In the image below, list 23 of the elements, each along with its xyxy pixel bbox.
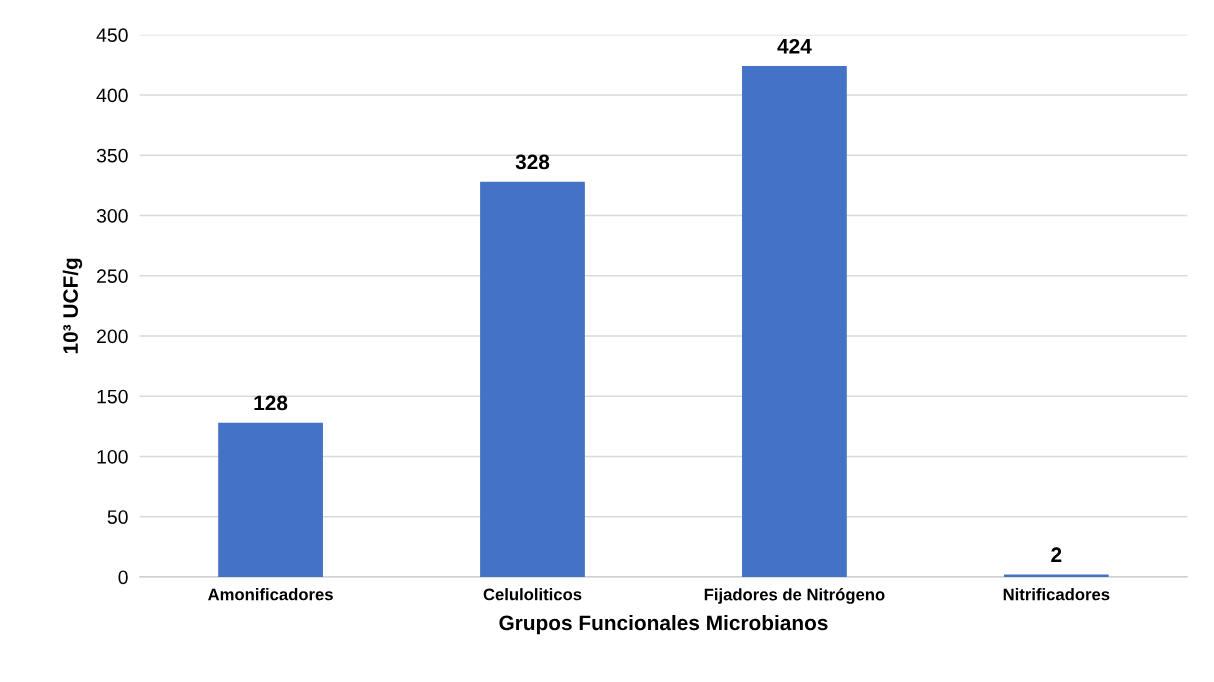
y-tick-label: 50 — [107, 510, 128, 524]
y-tick-label: 200 — [97, 329, 128, 344]
data-label: 328 — [515, 154, 550, 170]
x-tick-label: Celuloliticos — [483, 588, 582, 601]
y-tick-label: 0 — [118, 570, 128, 585]
data-label: 128 — [254, 395, 288, 411]
x-tick-label: Amonificadores — [208, 588, 333, 601]
data-label: 424 — [777, 38, 812, 54]
bar — [480, 181, 585, 577]
y-tick-label: 450 — [96, 28, 128, 43]
y-tick-label: 100 — [97, 449, 128, 464]
x-axis-title: Grupos Funcionales Microbianos — [499, 614, 828, 635]
y-axis-title: 10³ UCF/g — [62, 258, 83, 354]
data-label: 2 — [1051, 547, 1062, 562]
bar — [742, 66, 847, 577]
x-tick-label: Nitrificadores — [1003, 588, 1110, 601]
y-tick-label: 250 — [97, 269, 128, 283]
x-tick-label: Fijadores de Nitrógeno — [704, 588, 885, 604]
y-tick-label: 400 — [96, 88, 128, 103]
bar — [218, 422, 323, 577]
y-tick-label: 150 — [97, 389, 128, 404]
y-tick-label: 350 — [96, 148, 128, 163]
y-tick-label: 300 — [96, 208, 128, 223]
